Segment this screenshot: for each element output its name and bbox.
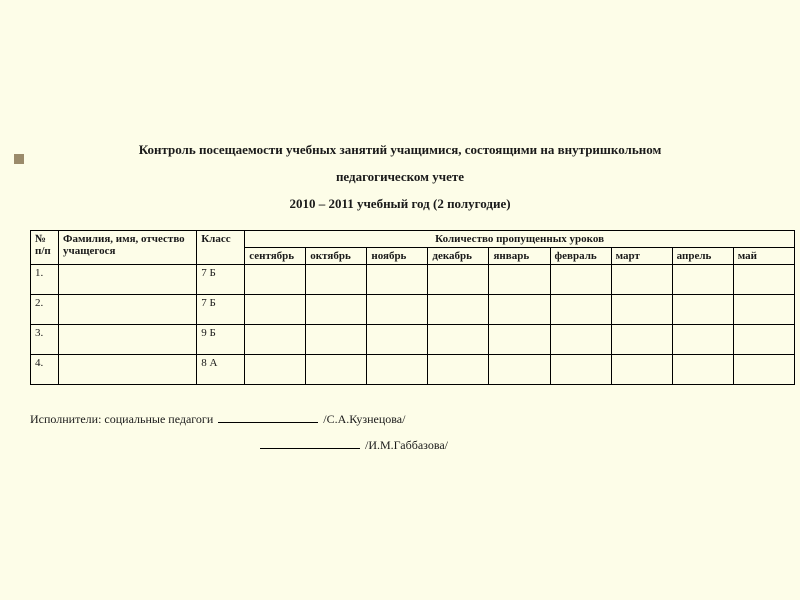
cell-month bbox=[733, 325, 794, 355]
cell-class: 8 А bbox=[197, 355, 245, 385]
signature-row: Исполнители: социальные педагоги /С.А.Ку… bbox=[30, 411, 800, 427]
cell-class: 7 Б bbox=[197, 295, 245, 325]
cell-month bbox=[611, 325, 672, 355]
cell-month bbox=[306, 325, 367, 355]
attendance-table-body: 1. 7 Б 2. 7 Б 3. 9 Б 4. 8 А bbox=[31, 265, 795, 385]
cell-month bbox=[245, 355, 306, 385]
cell-month bbox=[489, 325, 550, 355]
title-line: 2010 – 2011 учебный год (2 полугодие) bbox=[40, 194, 760, 215]
cell-month bbox=[550, 295, 611, 325]
cell-month bbox=[367, 295, 428, 325]
cell-month bbox=[611, 355, 672, 385]
cell-month bbox=[733, 295, 794, 325]
cell-student bbox=[59, 325, 197, 355]
cell-month bbox=[489, 265, 550, 295]
table-row: 3. 9 Б bbox=[31, 325, 795, 355]
cell-student bbox=[59, 265, 197, 295]
signature-row: /И.М.Габбазова/ bbox=[30, 437, 800, 453]
cell-month bbox=[428, 325, 489, 355]
signature-name: /С.А.Кузнецова/ bbox=[323, 412, 405, 426]
col-header-month: сентябрь bbox=[245, 248, 306, 265]
col-header-month: декабрь bbox=[428, 248, 489, 265]
col-header-class: Класс bbox=[197, 231, 245, 265]
cell-month bbox=[550, 265, 611, 295]
cell-num: 3. bbox=[31, 325, 59, 355]
cell-month bbox=[550, 355, 611, 385]
col-header-month: январь bbox=[489, 248, 550, 265]
cell-month bbox=[245, 325, 306, 355]
table-row: 2. 7 Б bbox=[31, 295, 795, 325]
signature-name: /И.М.Габбазова/ bbox=[365, 438, 448, 452]
cell-month bbox=[672, 355, 733, 385]
signature-line bbox=[260, 437, 360, 449]
cell-class: 7 Б bbox=[197, 265, 245, 295]
signature-lead: Исполнители: социальные педагоги bbox=[30, 412, 213, 426]
table-row: 4. 8 А bbox=[31, 355, 795, 385]
cell-month bbox=[672, 265, 733, 295]
cell-num: 1. bbox=[31, 265, 59, 295]
signature-block: Исполнители: социальные педагоги /С.А.Ку… bbox=[30, 411, 800, 453]
cell-num: 4. bbox=[31, 355, 59, 385]
col-header-month: октябрь bbox=[306, 248, 367, 265]
col-header-month: ноябрь bbox=[367, 248, 428, 265]
title-line: педагогическом учете bbox=[40, 167, 760, 188]
page-title: Контроль посещаемости учебных занятий уч… bbox=[40, 140, 760, 214]
cell-class: 9 Б bbox=[197, 325, 245, 355]
cell-month bbox=[733, 355, 794, 385]
cell-month bbox=[428, 295, 489, 325]
cell-month bbox=[306, 265, 367, 295]
title-line: Контроль посещаемости учебных занятий уч… bbox=[40, 140, 760, 161]
col-header-missed: Количество пропущенных уроков bbox=[245, 231, 795, 248]
cell-student bbox=[59, 355, 197, 385]
table-row: 1. 7 Б bbox=[31, 265, 795, 295]
cell-month bbox=[489, 295, 550, 325]
cell-month bbox=[611, 295, 672, 325]
col-header-student: Фамилия, имя, отчество учащегося bbox=[59, 231, 197, 265]
cell-month bbox=[733, 265, 794, 295]
col-header-month: февраль bbox=[550, 248, 611, 265]
cell-month bbox=[489, 355, 550, 385]
cell-month bbox=[428, 265, 489, 295]
cell-month bbox=[367, 265, 428, 295]
col-header-month: май bbox=[733, 248, 794, 265]
cell-month bbox=[428, 355, 489, 385]
signature-line bbox=[218, 411, 318, 423]
cell-month bbox=[550, 325, 611, 355]
cell-month bbox=[611, 265, 672, 295]
col-header-num: № п/п bbox=[31, 231, 59, 265]
cell-month bbox=[367, 325, 428, 355]
cell-num: 2. bbox=[31, 295, 59, 325]
document-page: Контроль посещаемости учебных занятий уч… bbox=[0, 140, 800, 600]
cell-month bbox=[306, 355, 367, 385]
cell-month bbox=[672, 295, 733, 325]
cell-month bbox=[245, 265, 306, 295]
cell-student bbox=[59, 295, 197, 325]
col-header-month: март bbox=[611, 248, 672, 265]
cell-month bbox=[245, 295, 306, 325]
cell-month bbox=[672, 325, 733, 355]
cell-month bbox=[306, 295, 367, 325]
col-header-month: апрель bbox=[672, 248, 733, 265]
attendance-table: № п/п Фамилия, имя, отчество учащегося К… bbox=[30, 230, 795, 385]
corner-square-icon bbox=[14, 154, 24, 164]
cell-month bbox=[367, 355, 428, 385]
